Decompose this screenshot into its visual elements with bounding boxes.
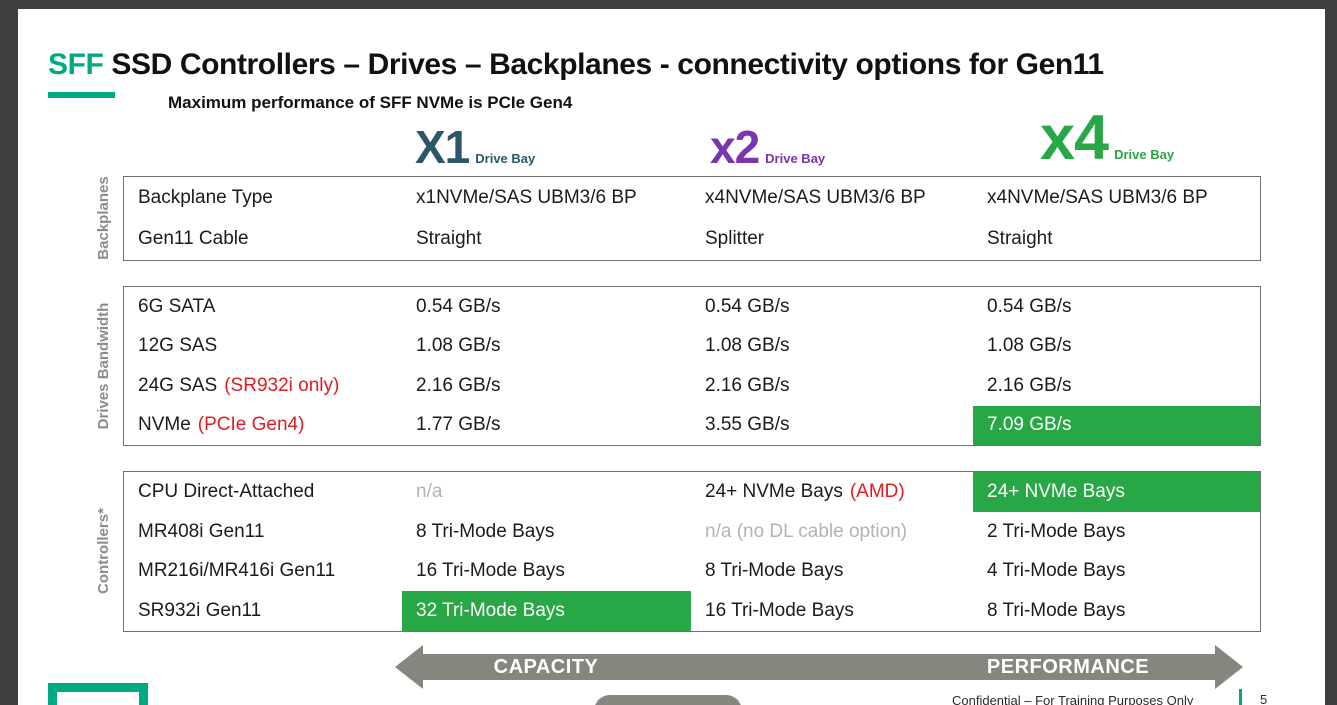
side-label-drives-bandwidth: Drives Bandwidth xyxy=(95,302,112,430)
row-label: MR408i Gen11 xyxy=(138,520,265,542)
row-label: MR216i/MR416i Gen11 xyxy=(138,560,336,582)
capacity-label: CAPACITY xyxy=(493,656,599,678)
x2-drive-bay-label: Drive Bay xyxy=(765,151,826,166)
cell-x2: Splitter xyxy=(705,228,765,250)
table-row: 12G SAS 1.08 GB/s 1.08 GB/s 1.08 GB/s xyxy=(124,327,1260,367)
cell-x1: x1NVMe/SAS UBM3/6 BP xyxy=(416,186,637,208)
cell-x1: 8 Tri-Mode Bays xyxy=(416,520,555,542)
row-label: 12G SAS xyxy=(138,335,218,357)
drives-bandwidth-table: 6G SATA 0.54 GB/s 0.54 GB/s 0.54 GB/s 12… xyxy=(123,286,1261,446)
table-row: 6G SATA 0.54 GB/s 0.54 GB/s 0.54 GB/s xyxy=(124,287,1260,327)
x4-label: x4 xyxy=(1040,103,1109,173)
row-label: CPU Direct-Attached xyxy=(138,480,315,502)
row-label-note: (PCIe Gen4) xyxy=(197,414,305,436)
cell-x4-highlighted: 7.09 GB/s xyxy=(973,405,1260,445)
cell-x1-highlighted: 32 Tri-Mode Bays xyxy=(402,591,691,631)
table-row: MR408i Gen11 8 Tri-Mode Bays n/a (no DL … xyxy=(124,512,1260,552)
column-header-x1: X1 Drive Bay xyxy=(415,124,535,170)
page-number: 5 xyxy=(1260,692,1268,705)
cell-x2: 3.55 GB/s xyxy=(705,414,790,436)
cell-x2: n/a (no DL cable option) xyxy=(705,520,908,542)
cell-x4: 2 Tri-Mode Bays xyxy=(987,520,1126,542)
cell-x2: 8 Tri-Mode Bays xyxy=(705,560,844,582)
table-row: Backplane Type x1NVMe/SAS UBM3/6 BP x4NV… xyxy=(124,177,1260,219)
title-underline-bar xyxy=(48,92,115,98)
row-label: NVMe (PCIe Gen4) xyxy=(138,414,305,436)
cell-x2: 24+ NVMe Bays (AMD) xyxy=(705,480,905,502)
row-label: Backplane Type xyxy=(138,186,273,208)
row-label: SR932i Gen11 xyxy=(138,600,262,622)
cell-x1: 1.08 GB/s xyxy=(416,335,501,357)
cell-x4: 2.16 GB/s xyxy=(987,374,1072,396)
cell-x1: 2.16 GB/s xyxy=(416,374,501,396)
table-row: CPU Direct-Attached n/a 24+ NVMe Bays (AM… xyxy=(124,472,1260,512)
cell-x2: 16 Tri-Mode Bays xyxy=(705,600,854,622)
table-row: 24G SAS (SR932i only) 2.16 GB/s 2.16 GB/s… xyxy=(124,366,1260,406)
page-number-divider xyxy=(1239,689,1242,705)
side-label-backplanes: Backplanes xyxy=(95,176,112,260)
table-row: NVMe (PCIe Gen4) 1.77 GB/s 3.55 GB/s 7.09… xyxy=(124,405,1260,445)
side-label-controllers: Controllers* xyxy=(95,508,112,594)
x1-drive-bay-label: Drive Bay xyxy=(475,151,536,166)
capacity-performance-arrow xyxy=(395,645,1243,689)
cell-x1: 1.77 GB/s xyxy=(416,414,501,436)
slide-subtitle: Maximum performance of SFF NVMe is PCIe … xyxy=(168,93,573,112)
cell-x2: x4NVMe/SAS UBM3/6 BP xyxy=(705,186,926,208)
row-label: 6G SATA xyxy=(138,295,216,317)
cell-x4: 0.54 GB/s xyxy=(987,295,1072,317)
cell-x1: Straight xyxy=(416,228,482,250)
cell-x4: Straight xyxy=(987,228,1053,250)
frame-border-right xyxy=(1325,0,1337,705)
frame-border-top xyxy=(0,0,1337,9)
table-row: MR216i/MR416i Gen11 16 Tri-Mode Bays 8 T… xyxy=(124,552,1260,592)
table-row: SR932i Gen11 32 Tri-Mode Bays 16 Tri-Mod… xyxy=(124,591,1260,631)
x1-label: X1 xyxy=(415,121,470,173)
x4-drive-bay-label: Drive Bay xyxy=(1114,147,1175,162)
controllers-table: CPU Direct-Attached n/a 24+ NVMe Bays (AM… xyxy=(123,471,1261,632)
cell-x1: n/a xyxy=(416,480,443,502)
cell-x4: 1.08 GB/s xyxy=(987,335,1072,357)
backplanes-table: Backplane Type x1NVMe/SAS UBM3/6 BP x4NV… xyxy=(123,176,1261,261)
cell-x4: 4 Tri-Mode Bays xyxy=(987,560,1126,582)
cell-x4: x4NVMe/SAS UBM3/6 BP xyxy=(987,186,1208,208)
hpe-logo xyxy=(48,683,148,705)
column-header-x2: x2 Drive Bay xyxy=(710,124,825,170)
row-label-note: (SR932i only) xyxy=(224,374,340,396)
slide-title: SFF SSD Controllers – Drives – Backplane… xyxy=(48,48,1104,82)
cell-x1: 0.54 GB/s xyxy=(416,295,501,317)
performance-label: PERFORMANCE xyxy=(986,656,1150,678)
column-header-x4: x4 Drive Bay xyxy=(1040,107,1174,170)
cell-x2: 0.54 GB/s xyxy=(705,295,790,317)
cell-note: (AMD) xyxy=(849,480,905,502)
title-rest: SSD Controllers – Drives – Backplanes - … xyxy=(103,48,1104,81)
row-label: Gen11 Cable xyxy=(138,228,249,250)
cell-x4-highlighted: 24+ NVMe Bays xyxy=(973,472,1260,512)
table-row: Gen11 Cable Straight Splitter Straight xyxy=(124,219,1260,261)
cell-x2: 1.08 GB/s xyxy=(705,335,790,357)
cell-x2: 2.16 GB/s xyxy=(705,374,790,396)
cell-x1: 16 Tri-Mode Bays xyxy=(416,560,565,582)
cell-x4: 8 Tri-Mode Bays xyxy=(987,600,1126,622)
title-prefix: SFF xyxy=(48,48,104,81)
bottom-gray-tab xyxy=(594,695,742,705)
frame-border-left xyxy=(0,0,18,705)
confidential-notice: Confidential – For Training Purposes Onl… xyxy=(952,693,1194,705)
x2-label: x2 xyxy=(710,121,760,173)
row-label: 24G SAS (SR932i only) xyxy=(138,374,340,396)
